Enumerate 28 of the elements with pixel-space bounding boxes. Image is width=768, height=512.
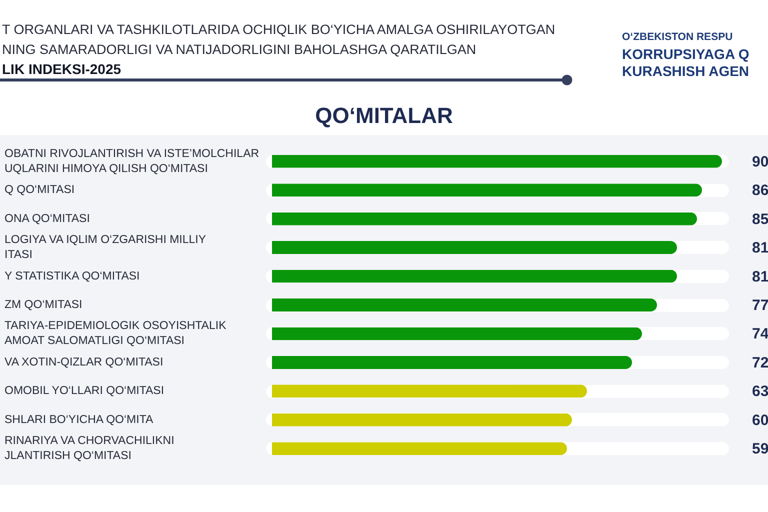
y-tick-label: SHLARI BO‘YICHA QO‘MITA xyxy=(4,414,154,426)
data-label: 72 xyxy=(752,354,768,372)
y-tick-label: LOGIYA VA IQLIM O‘ZGARISHI MILLIY ITASI xyxy=(4,234,206,262)
y-tick-label: Y STATISTIKA QO‘MITASI xyxy=(4,270,140,282)
y-tick-label: VA XOTIN-QIZLAR QO‘MITASI xyxy=(4,356,164,368)
text: KURASHISH AGEN xyxy=(622,63,750,79)
data-label: 90 xyxy=(752,153,768,170)
data-label: 81 xyxy=(752,268,768,286)
y-tick-label: TARIYA-EPIDEMIOLOGIK OSOYISHTALIK AMOAT SALOMATLIGI QO‘MITASI xyxy=(4,320,227,348)
text: LIK INDEKSI-2025 xyxy=(2,61,122,77)
y-tick-label: OMOBIL YO‘LLARI QO‘MITASI xyxy=(4,385,164,398)
text: O‘ZBEKISTON RESPU xyxy=(622,31,733,43)
data-label: 77 xyxy=(752,297,768,314)
y-tick-label: ZM QO‘MITASI xyxy=(4,299,82,311)
data-label: 86 xyxy=(752,182,768,200)
data-label: 60 xyxy=(752,412,768,429)
text: KORRUPSIYAGA Q xyxy=(622,46,750,62)
text: T ORGANLARI VA TASHKILOTLARIDA OCHIQLIK BO‘YICHA AMALGA OSHIRILAYOTGAN xyxy=(2,22,556,37)
data-label: 59 xyxy=(752,440,768,458)
y-tick-label: Q QO‘MITASI xyxy=(4,184,75,196)
y-tick-label: RINARIYA VA CHORVACHILIKNI JLANTIRISH QO‘MITASI xyxy=(4,435,174,462)
chart-title: QO‘MITALAR xyxy=(315,103,453,128)
text: NING SAMARADORLIGI VA NATIJADORLIGINI BAHOLASHGA QARATILGAN xyxy=(2,42,476,57)
data-label: 85 xyxy=(752,210,768,228)
y-tick-label: ONA QO‘MITASI xyxy=(4,212,90,225)
data-label: 81 xyxy=(752,240,768,257)
y-tick-label: OBATNI RIVOJLANTIRISH VA ISTE’MOLCHILAR UQLARINI HIMOYA QILISH QO‘MITASI xyxy=(4,148,260,175)
data-label: 63 xyxy=(752,383,768,400)
